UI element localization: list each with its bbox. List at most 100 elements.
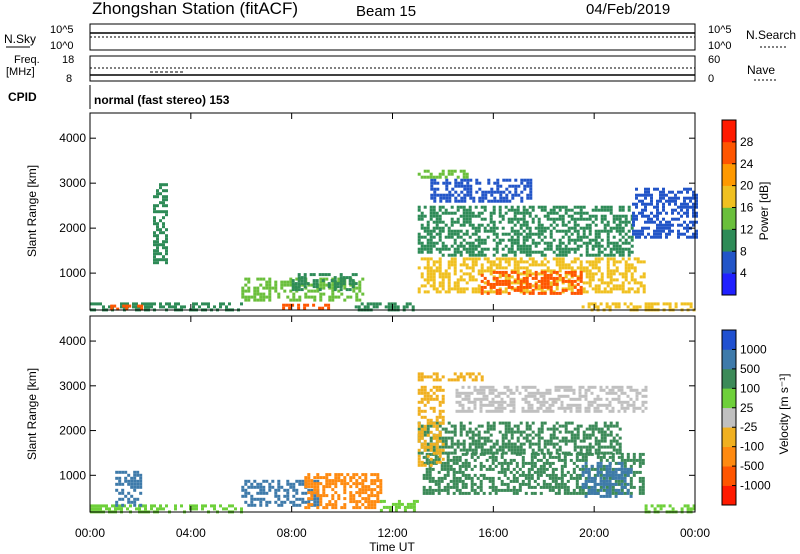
data-cell: [438, 232, 442, 236]
data-cell: [426, 175, 430, 179]
data-cell: [477, 439, 481, 443]
data-cell: [464, 461, 468, 465]
data-cell: [162, 243, 165, 247]
data-cell: [370, 488, 374, 492]
data-cell: [438, 175, 442, 179]
data-cell: [510, 281, 514, 285]
data-cell: [470, 400, 474, 404]
data-cell: [617, 394, 621, 398]
data-cell: [468, 244, 472, 248]
data-cell: [507, 427, 511, 431]
data-cell: [455, 409, 459, 413]
data-cell: [426, 391, 430, 395]
data-cell: [259, 485, 263, 489]
data-cell: [316, 476, 320, 480]
data-cell: [471, 436, 475, 440]
data-cell: [512, 488, 516, 492]
data-cell: [426, 244, 430, 248]
data-cell: [624, 266, 628, 270]
data-cell: [485, 409, 489, 413]
data-cell: [594, 421, 598, 425]
data-cell: [494, 488, 498, 492]
data-cell: [312, 273, 316, 277]
data-cell: [489, 448, 493, 452]
data-cell: [121, 497, 125, 501]
data-cell: [423, 385, 427, 389]
data-cell: [487, 181, 491, 185]
data-cell: [668, 220, 671, 224]
data-cell: [602, 494, 606, 498]
data-cell: [486, 448, 490, 452]
data-cell: [599, 488, 603, 492]
data-cell: [537, 205, 541, 209]
data-cell: [318, 273, 322, 277]
data-cell: [591, 247, 595, 251]
data-cell: [460, 184, 464, 188]
data-cell: [343, 491, 347, 495]
data-cell: [500, 461, 504, 465]
colorbar-segment: [722, 368, 736, 389]
data-cell: [591, 253, 595, 257]
data-cell: [621, 247, 625, 251]
data-cell: [606, 220, 610, 224]
data-cell: [313, 491, 317, 495]
data-cell: [462, 287, 466, 291]
data-cell: [567, 247, 571, 251]
data-cell: [481, 190, 485, 194]
data-cell: [650, 302, 654, 306]
data-cell: [594, 244, 598, 248]
data-cell: [509, 403, 513, 407]
data-cell: [465, 272, 469, 276]
data-cell: [596, 488, 600, 492]
data-cell: [423, 409, 427, 413]
data-cell: [617, 482, 621, 486]
data-cell: [555, 427, 559, 431]
data-cell: [575, 409, 579, 413]
data-cell: [438, 284, 442, 288]
data-cell: [165, 204, 168, 208]
data-cell: [438, 272, 442, 276]
data-cell: [477, 430, 481, 434]
data-cell: [578, 406, 582, 410]
data-cell: [561, 250, 565, 254]
data-cell: [462, 223, 466, 227]
data-cell: [463, 187, 467, 191]
data-cell: [513, 445, 517, 449]
data-cell: [319, 497, 323, 501]
data-cell: [515, 461, 519, 465]
data-cell: [612, 278, 616, 282]
data-cell: [529, 178, 533, 182]
data-cell: [579, 244, 583, 248]
data-cell: [136, 497, 140, 501]
data-cell: [606, 451, 610, 455]
data-cell: [502, 178, 506, 182]
data-cell: [516, 229, 520, 233]
data-cell: [483, 247, 487, 251]
data-cell: [671, 196, 674, 200]
data-cell: [527, 400, 531, 404]
data-cell: [333, 285, 337, 289]
data-cell: [441, 272, 445, 276]
data-cell: [578, 394, 582, 398]
data-cell: [597, 260, 601, 264]
data-cell: [549, 247, 553, 251]
data-cell: [502, 190, 506, 194]
data-cell: [495, 442, 499, 446]
data-cell: [488, 485, 492, 489]
data-cell: [635, 229, 638, 233]
data-cell: [156, 243, 159, 247]
data-cell: [280, 500, 284, 504]
data-cell: [473, 388, 477, 392]
data-cell: [609, 241, 613, 245]
data-cell: [594, 287, 598, 291]
data-cell: [480, 445, 484, 449]
data-cell: [433, 196, 437, 200]
data-cell: [638, 488, 642, 492]
data-cell: [476, 391, 480, 395]
data-cell: [489, 229, 493, 233]
data-cell: [602, 473, 606, 477]
data-cell: [268, 298, 272, 302]
data-cell: [561, 217, 565, 221]
data-cell: [492, 270, 496, 274]
data-cell: [521, 397, 525, 401]
